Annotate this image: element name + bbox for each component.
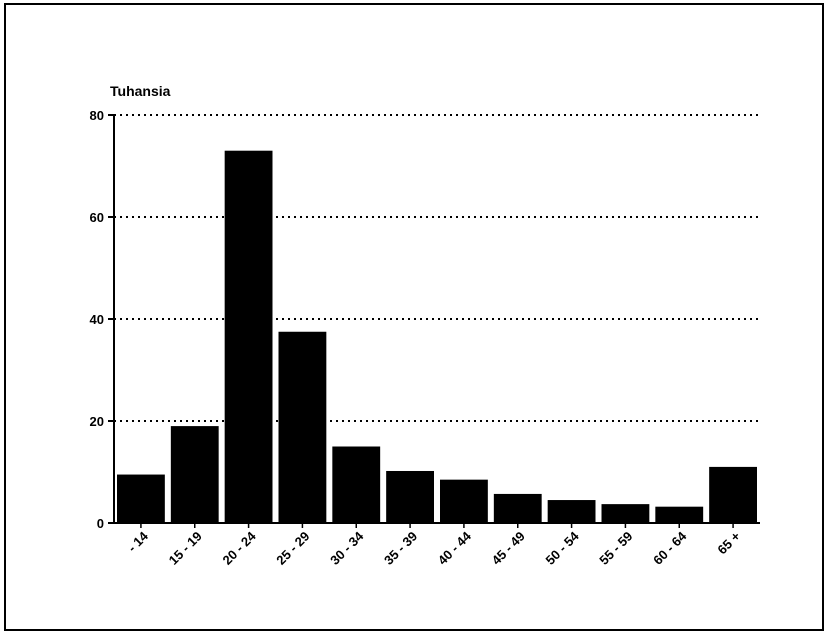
bar: [547, 500, 596, 523]
y-tick-label: 20: [90, 414, 104, 429]
y-tick-label: 40: [90, 312, 104, 327]
x-tick-label: 55 - 59: [596, 529, 635, 568]
bars: [117, 150, 757, 523]
x-tick-label: 65 +: [714, 528, 743, 557]
y-tick-label: 60: [90, 210, 104, 225]
x-tick-label: 40 - 44: [435, 528, 475, 568]
y-axis-title: Tuhansia: [110, 83, 171, 99]
x-tick-label: 45 - 49: [489, 529, 528, 568]
x-tick-label: 15 - 19: [166, 529, 205, 568]
x-axis-ticks: - 14 15 - 19 20 - 24 25 - 29 30 - 34 35 - 39 4…: [125, 523, 743, 568]
bar: [224, 150, 273, 523]
x-tick-label: 30 - 34: [327, 528, 367, 568]
bar: [601, 504, 650, 523]
x-tick-label: 20 - 24: [219, 528, 259, 568]
bar: [655, 506, 704, 523]
bar: [493, 493, 542, 523]
bar: [170, 426, 219, 523]
x-tick-label: 25 - 29: [273, 529, 312, 568]
x-tick-label: 35 - 39: [381, 529, 420, 568]
gridlines: [114, 114, 760, 422]
bar: [278, 331, 327, 523]
x-tick-label: 50 - 54: [542, 528, 582, 568]
y-tick-label: 80: [90, 108, 104, 123]
y-tick-label: 0: [97, 516, 104, 531]
y-axis-ticks: 0 20 40 60 80: [90, 108, 114, 531]
x-tick-label: 60 - 64: [650, 528, 690, 568]
bar: [117, 474, 165, 523]
bar: [440, 479, 488, 523]
bar: [386, 470, 434, 523]
bar: [332, 446, 381, 523]
bar: [709, 466, 757, 523]
x-tick-label: - 14: [125, 528, 152, 555]
